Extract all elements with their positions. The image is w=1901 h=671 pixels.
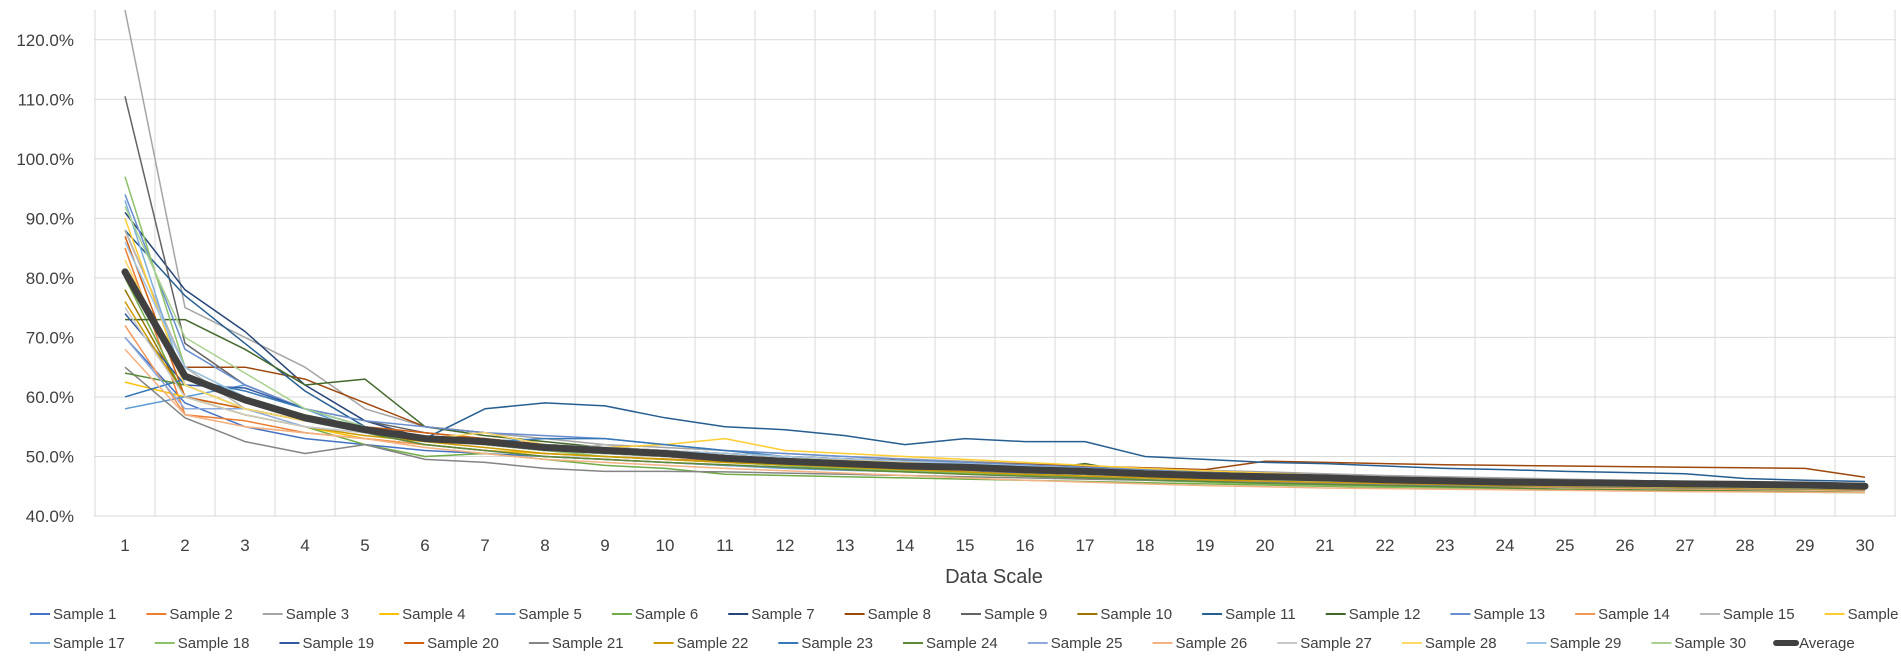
- x-tick-label: 25: [1556, 536, 1575, 555]
- legend-entry: Sample 17: [53, 635, 125, 652]
- y-tick-label: 120.0%: [16, 31, 74, 50]
- y-tick-label: 40.0%: [26, 507, 74, 526]
- x-tick-label: 3: [240, 536, 249, 555]
- y-tick-label: 80.0%: [26, 269, 74, 288]
- series-line-average: [121, 268, 1869, 490]
- legend-entry: Sample 16: [1848, 606, 1901, 623]
- x-tick-label: 27: [1676, 536, 1695, 555]
- x-tick-label: 29: [1796, 536, 1815, 555]
- y-tick-label: 100.0%: [16, 150, 74, 169]
- legend-entry: Sample 28: [1425, 635, 1497, 652]
- x-tick-label: 19: [1196, 536, 1215, 555]
- legend-entry: Sample 19: [302, 635, 374, 652]
- legend-entry: Sample 30: [1674, 635, 1746, 652]
- x-tick-label: 18: [1136, 536, 1155, 555]
- x-tick-label: 22: [1376, 536, 1395, 555]
- y-tick-label: 70.0%: [26, 328, 74, 347]
- x-tick-label: 26: [1616, 536, 1635, 555]
- x-tick-label: 7: [480, 536, 489, 555]
- x-tick-label: 11: [716, 536, 734, 555]
- legend-entry: Sample 23: [801, 635, 873, 652]
- legend-entry: Sample 26: [1175, 635, 1247, 652]
- x-tick-label: 9: [600, 536, 609, 555]
- y-axis-ticks: 40.0% 50.0% 60.0% 70.0% 80.0% 90.0% 100.0% 110.…: [16, 31, 74, 526]
- x-tick-label: 6: [420, 536, 429, 555]
- legend-entry: Sample 1: [53, 606, 116, 623]
- legend-entry: Sample 27: [1300, 635, 1372, 652]
- x-tick-label: 12: [776, 536, 795, 555]
- x-tick-label: 14: [896, 536, 915, 555]
- x-tick-label: 24: [1496, 536, 1515, 555]
- legend-entry: Sample 12: [1349, 606, 1421, 623]
- y-tick-label: 90.0%: [26, 209, 74, 228]
- x-tick-label: 2: [180, 536, 189, 555]
- x-tick-label: 13: [836, 536, 855, 555]
- legend-entry: Sample 22: [677, 635, 749, 652]
- x-tick-label: 21: [1316, 536, 1335, 555]
- legend-entry: Sample 15: [1723, 606, 1795, 623]
- legend-entry: Sample 29: [1550, 635, 1622, 652]
- x-tick-label: 8: [540, 536, 549, 555]
- series-line-sample-24: [124, 372, 1866, 493]
- legend: Sample 1 Sample 2 Sample 3 Sample 4 Sample 5…: [30, 606, 1901, 652]
- x-tick-label: 16: [1016, 536, 1035, 555]
- series-line-sample-26: [124, 348, 1866, 494]
- x-axis-ticks: 1 2 3 4 5 6 7 8 9 10 11 12 13 14 15 16 17 18 19 20 21 22 23 24 2…: [120, 536, 1874, 555]
- legend-entry: Sample 4: [402, 606, 465, 623]
- x-tick-label: 30: [1856, 536, 1875, 555]
- legend-entry: Sample 7: [751, 606, 814, 623]
- x-tick-label: 1: [120, 536, 129, 555]
- y-tick-label: 60.0%: [26, 388, 74, 407]
- x-tick-label: 23: [1436, 536, 1455, 555]
- legend-entry: Sample 5: [519, 606, 582, 623]
- legend-entry: Sample 24: [926, 635, 998, 652]
- legend-entry: Sample 18: [178, 635, 250, 652]
- x-tick-label: 20: [1256, 536, 1275, 555]
- legend-entry: Sample 2: [169, 606, 232, 623]
- legend-entry: Sample 6: [635, 606, 698, 623]
- legend-entry: Sample 9: [984, 606, 1047, 623]
- legend-entry: Sample 21: [552, 635, 624, 652]
- y-tick-label: 110.0%: [18, 90, 74, 109]
- x-tick-label: 10: [656, 536, 675, 555]
- legend-entry: Sample 13: [1473, 606, 1545, 623]
- x-tick-label: 15: [956, 536, 975, 555]
- legend-entry: Sample 20: [427, 635, 499, 652]
- legend-entry: Sample 14: [1598, 606, 1670, 623]
- x-tick-label: 17: [1076, 536, 1095, 555]
- x-tick-label: 5: [360, 536, 369, 555]
- series-lines: [121, 9, 1869, 494]
- x-tick-label: 28: [1736, 536, 1755, 555]
- legend-entry: Average: [1799, 635, 1855, 652]
- legend-entry: Sample 8: [868, 606, 931, 623]
- legend-entry: Sample 25: [1051, 635, 1123, 652]
- y-tick-label: 50.0%: [26, 447, 74, 466]
- legend-entry: Sample 10: [1100, 606, 1172, 623]
- x-axis-title: Data Scale: [945, 566, 1043, 588]
- legend-entry: Sample 3: [286, 606, 349, 623]
- legend-entry: Sample 11: [1225, 606, 1296, 623]
- x-tick-label: 4: [300, 536, 309, 555]
